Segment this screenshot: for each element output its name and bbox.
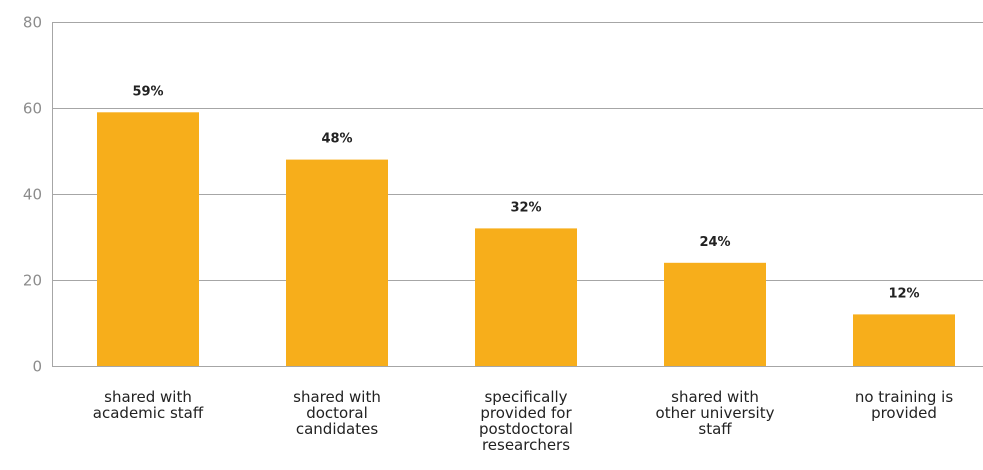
category-label-line: academic staff: [93, 404, 204, 422]
category-label: no training is provided: [855, 388, 953, 422]
category-label-line: candidates: [296, 420, 378, 438]
category-label-line: provided: [871, 404, 937, 422]
y-tick-label: 20: [23, 272, 42, 290]
bar: [853, 314, 955, 366]
y-axis-ticks: 0 20 40 60 80: [23, 14, 42, 376]
data-labels: 59% 48% 32% 24% 12%: [132, 84, 919, 301]
category-label-line: shared with: [293, 388, 381, 406]
y-tick-label: 80: [23, 14, 42, 32]
category-label-line: specifically: [484, 388, 567, 406]
category-label-line: doctoral: [306, 404, 368, 422]
bar: [475, 228, 577, 366]
category-label-line: shared with: [671, 388, 759, 406]
data-label: 48%: [321, 132, 352, 147]
bar: [286, 159, 388, 366]
y-tick-label: 0: [32, 358, 42, 376]
y-tick-label: 60: [23, 100, 42, 118]
data-label: 24%: [699, 235, 730, 250]
data-label: 12%: [888, 286, 919, 301]
category-label: shared with other university staff: [656, 388, 775, 438]
category-label-line: other university: [656, 404, 775, 422]
category-label: specifically provided for postdoctoral rese…: [479, 388, 573, 454]
category-label-line: postdoctoral: [479, 420, 573, 438]
category-label-line: staff: [698, 420, 732, 438]
category-label-line: researchers: [482, 436, 570, 454]
category-label-line: no training is: [855, 388, 953, 406]
bar: [664, 262, 766, 366]
y-tick-label: 40: [23, 186, 42, 204]
gridlines: [52, 22, 983, 367]
category-label-line: shared with: [104, 388, 192, 406]
bars: [97, 112, 955, 366]
data-label: 59%: [132, 84, 163, 99]
category-label: shared with doctoral candidates: [293, 388, 381, 438]
category-label: shared with academic staff: [93, 388, 204, 422]
bar: [97, 112, 199, 366]
category-label-line: provided for: [480, 404, 572, 422]
data-label: 32%: [510, 200, 541, 215]
